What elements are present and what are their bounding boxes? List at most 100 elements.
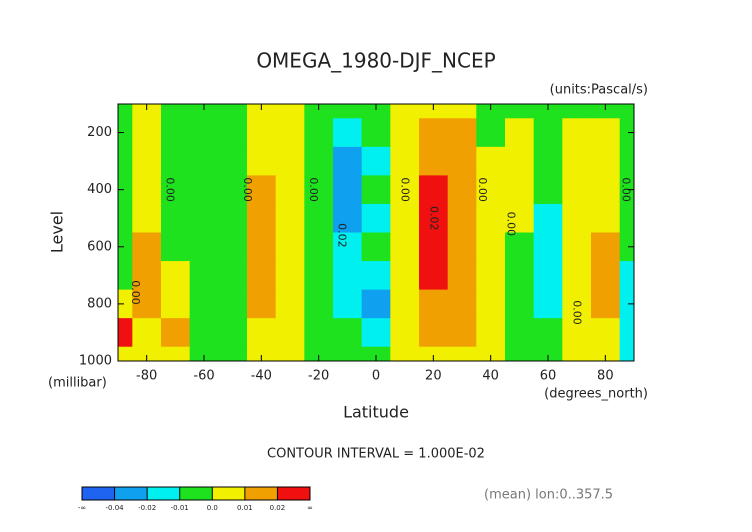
contour-cell	[533, 232, 563, 262]
contour-cell	[390, 346, 420, 362]
contour-cell	[118, 175, 133, 205]
y-tick-label: 200	[87, 125, 112, 140]
colorbar-label: 0.0	[207, 504, 218, 512]
contour-cell	[333, 146, 363, 176]
contour-cell	[304, 261, 334, 291]
contour-cell	[247, 318, 277, 348]
contour-cell	[447, 175, 477, 205]
contour-cell	[247, 175, 277, 205]
contour-cell	[361, 175, 391, 205]
contour-cell	[189, 232, 219, 262]
contour-cell	[419, 289, 449, 319]
x-tick-label: 60	[540, 369, 557, 384]
contour-cell	[476, 346, 506, 362]
contour-cell	[619, 203, 635, 233]
x-tick-label: 80	[597, 369, 614, 384]
contour-cell	[132, 146, 162, 176]
contour-cell	[333, 289, 363, 319]
contour-cell	[132, 104, 162, 119]
contour-cell	[189, 346, 219, 362]
contour-cell	[247, 104, 277, 119]
contour-cell	[304, 146, 334, 176]
contour-cell	[419, 346, 449, 362]
contour-cell	[419, 232, 449, 262]
contour-cell	[390, 261, 420, 291]
contour-label: 0.00	[571, 300, 584, 325]
contour-cell	[562, 146, 592, 176]
contour-cell	[161, 318, 191, 348]
contour-cell	[247, 118, 277, 148]
contour-cell	[533, 104, 563, 119]
x-tick-label: -60	[193, 369, 214, 384]
contour-cell	[189, 203, 219, 233]
contour-cell	[505, 318, 535, 348]
contour-cell	[132, 318, 162, 348]
contour-cell	[189, 175, 219, 205]
contour-label: 0.00	[505, 212, 518, 237]
contour-cell	[333, 346, 363, 362]
contour-cell	[591, 289, 621, 319]
contour-cell	[132, 203, 162, 233]
contour-cell	[333, 232, 363, 262]
contour-cell	[591, 118, 621, 148]
colorbar-swatch	[244, 487, 278, 500]
x-tick-label: -40	[251, 369, 272, 384]
contour-label: 0.02	[427, 206, 440, 231]
colorbar-label: ∞	[307, 504, 313, 512]
footnote: CONTOUR INTERVAL = 1.000E-02	[267, 447, 485, 462]
contour-cell	[533, 146, 563, 176]
contour-cell	[533, 118, 563, 148]
contour-cell	[275, 175, 305, 205]
contour-cell	[304, 318, 334, 348]
contour-cell	[591, 232, 621, 262]
contour-label: 0.00	[164, 177, 177, 202]
contour-cell	[505, 118, 535, 148]
contour-cell	[161, 118, 191, 148]
contour-cell	[505, 261, 535, 291]
colorbar-label: -0.04	[106, 504, 125, 512]
contour-label: 0.02	[336, 223, 349, 248]
contour-cell	[361, 104, 391, 119]
contour-cell	[247, 232, 277, 262]
contour-cell	[304, 232, 334, 262]
contour-cell	[505, 203, 535, 233]
contour-cell	[562, 346, 592, 362]
contour-cell	[533, 203, 563, 233]
contour-cell	[447, 104, 477, 119]
contour-cell	[247, 346, 277, 362]
contour-label: 0.00	[476, 177, 489, 202]
contour-cell	[161, 175, 191, 205]
contour-cell	[218, 146, 248, 176]
contour-cell	[419, 146, 449, 176]
contour-cell	[591, 203, 621, 233]
contour-cell	[619, 318, 635, 348]
contour-cell	[333, 318, 363, 348]
contour-cell	[390, 289, 420, 319]
contour-cell	[275, 118, 305, 148]
contour-cell	[591, 146, 621, 176]
contour-cell	[390, 104, 420, 119]
contour-cell	[390, 146, 420, 176]
contour-cell	[189, 289, 219, 319]
contour-cell	[505, 346, 535, 362]
contour-cell	[476, 318, 506, 348]
contour-cell	[361, 146, 391, 176]
contour-cell	[161, 232, 191, 262]
contour-cell	[118, 318, 133, 348]
contour-cell	[189, 318, 219, 348]
contour-cell	[218, 175, 248, 205]
contour-cell	[390, 175, 420, 205]
contour-cell	[132, 118, 162, 148]
contour-cell	[333, 118, 363, 148]
y-tick-label: 600	[87, 239, 112, 254]
contour-cell	[189, 261, 219, 291]
colorbar-swatch	[114, 487, 148, 500]
contour-label: 0.00	[619, 177, 632, 202]
contour-cell	[562, 175, 592, 205]
contour-cell	[591, 175, 621, 205]
contour-cell	[275, 346, 305, 362]
y-tick-label: 400	[87, 182, 112, 197]
contour-cell	[505, 232, 535, 262]
contour-cell	[304, 203, 334, 233]
